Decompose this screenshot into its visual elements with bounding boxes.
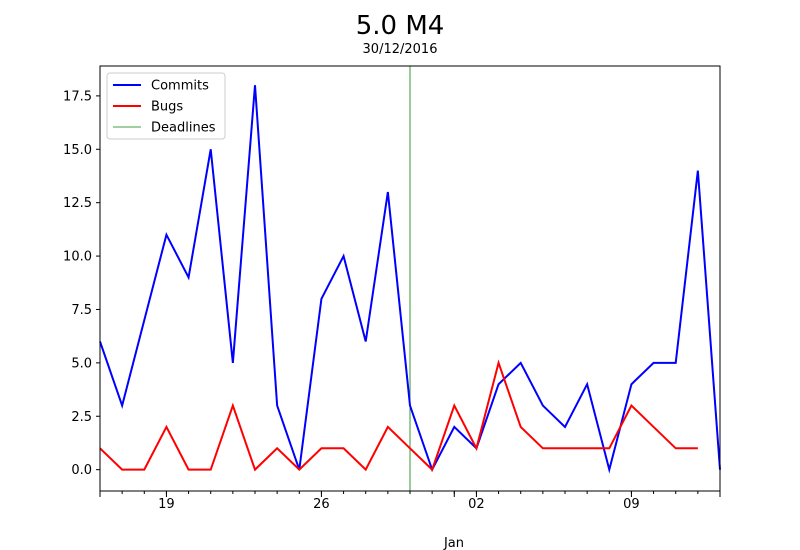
y-tick-label: 12.5 [63, 196, 92, 211]
y-tick-label: 17.5 [63, 89, 92, 104]
y-tick-label: 7.5 [71, 303, 92, 318]
x-tick-label: 26 [313, 497, 330, 512]
chart-subtitle: 30/12/2016 [363, 42, 438, 57]
x-tick-label: 02 [468, 497, 485, 512]
legend-label-commits: Commits [151, 79, 209, 94]
y-tick-label: 15.0 [63, 143, 92, 158]
y-tick-label: 2.5 [71, 410, 92, 425]
axes: 0.0 2.5 5.0 7.5 10.0 12.5 15.0 17.5 19 26 02 09 [63, 89, 721, 512]
chart-title: 5.0 M4 [356, 11, 445, 41]
legend-label-deadlines: Deadlines [151, 121, 216, 136]
y-tick-label: 0.0 [71, 463, 92, 478]
y-tick-label: 5.0 [71, 356, 92, 371]
x-tick-label: 09 [623, 497, 640, 512]
legend-label-bugs: Bugs [151, 100, 183, 115]
legend-box [106, 72, 226, 140]
plot-area [99, 66, 721, 491]
series-line-commits [99, 85, 721, 474]
x-axis-label: Jan [443, 536, 464, 550]
x-tick-label: 19 [158, 497, 175, 512]
y-tick-label: 10.0 [63, 250, 92, 265]
series-line-bugs [99, 359, 698, 472]
legend: Commits Bugs Deadlines [106, 72, 226, 140]
